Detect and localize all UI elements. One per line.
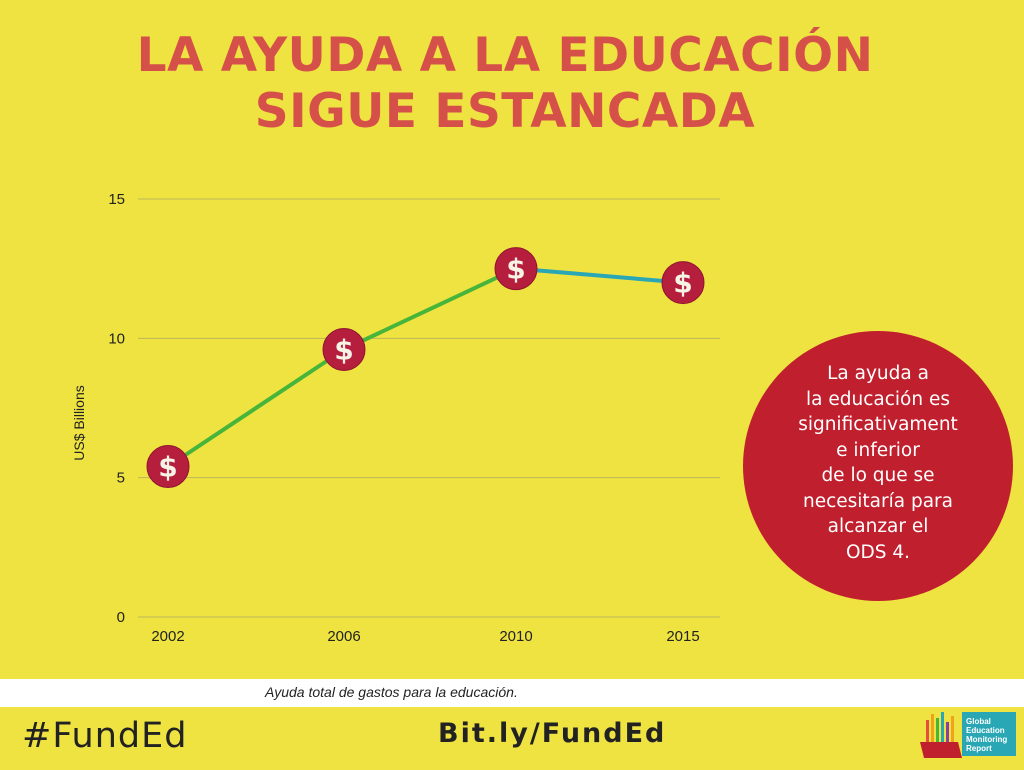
callout-line: significativament xyxy=(798,414,958,435)
x-tick-label: 2006 xyxy=(327,628,360,645)
x-tick-label: 2010 xyxy=(499,628,532,645)
dollar-icon: $ xyxy=(158,451,177,484)
data-point xyxy=(146,445,190,489)
logo-mark-icon xyxy=(920,712,1016,758)
logo-line: Monitoring xyxy=(966,735,1008,744)
title-line-2: SIGUE ESTANCADA xyxy=(254,84,756,139)
callout-text: La ayuda a la educación es significativa… xyxy=(778,361,978,565)
x-tick-label: 2015 xyxy=(666,628,699,645)
logo-line: Education xyxy=(966,726,1005,735)
title-line-1: LA AYUDA A LA EDUCACIÓN xyxy=(136,28,874,83)
line-chart: 0 5 10 15 2002 2006 2010 2015 US$ Billions $ $ $ $ xyxy=(71,191,720,645)
dollar-icon: $ xyxy=(334,333,353,366)
hashtag: #FundEd xyxy=(22,716,188,756)
callout-circle: La ayuda a la educación es significativa… xyxy=(743,331,1013,601)
series-line-segment xyxy=(514,266,685,285)
y-tick-label: 5 xyxy=(117,470,125,487)
series-line-segment xyxy=(342,266,518,352)
x-tick-label: 2002 xyxy=(151,628,184,645)
caption-band: Ayuda total de gastos para la educación. xyxy=(0,679,1024,707)
page-title: LA AYUDA A LA EDUCACIÓN SIGUE ESTANCADA xyxy=(0,28,1010,140)
gem-report-logo: Global Education Monitoring Report xyxy=(918,710,1018,765)
callout-line: la educación es xyxy=(806,388,950,410)
callout-line: e inferior xyxy=(836,439,920,461)
callout-line: necesitaría para xyxy=(802,490,953,512)
y-tick-label: 10 xyxy=(108,330,125,347)
series-line-segment xyxy=(166,347,346,469)
callout-line: alcanzar el xyxy=(827,516,929,537)
data-point xyxy=(494,247,538,291)
callout-line: de lo que se xyxy=(821,465,935,486)
y-axis-label: US$ Billions xyxy=(71,385,87,460)
short-link[interactable]: Bit.ly/FundEd xyxy=(438,718,667,749)
chart-caption: Ayuda total de gastos para la educación. xyxy=(265,684,518,700)
y-tick-label: 15 xyxy=(108,191,125,208)
callout-line: ODS 4. xyxy=(845,541,911,563)
dollar-icon: $ xyxy=(506,253,525,286)
y-tick-label: 0 xyxy=(117,609,125,626)
callout-line: La ayuda a xyxy=(827,363,929,384)
data-point xyxy=(661,261,705,305)
data-point xyxy=(322,327,366,371)
logo-line: Report xyxy=(966,744,992,753)
logo-line: Global xyxy=(966,717,991,726)
logo-text: Global Education Monitoring Report xyxy=(966,717,1007,753)
dollar-icon: $ xyxy=(673,267,692,300)
